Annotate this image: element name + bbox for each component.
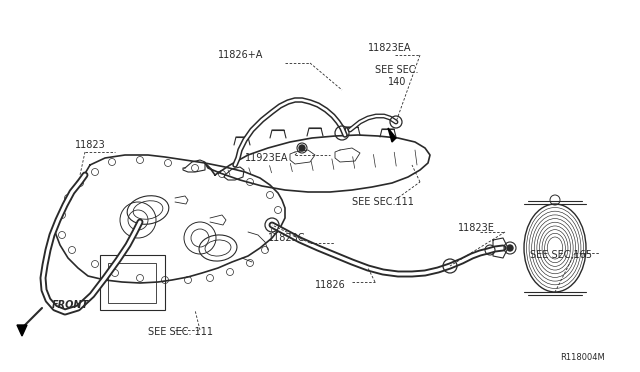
Polygon shape [388, 128, 396, 142]
Text: 140: 140 [388, 77, 406, 87]
Text: 11823EA: 11823EA [368, 43, 412, 53]
Text: FRONT: FRONT [52, 300, 89, 310]
Text: SEE SEC.: SEE SEC. [375, 65, 419, 75]
Circle shape [299, 145, 305, 151]
Text: SEE SEC.111: SEE SEC.111 [352, 197, 414, 207]
Bar [108, 263, 156, 303]
Circle shape [507, 245, 513, 251]
Polygon shape [17, 325, 27, 336]
Polygon shape [205, 135, 430, 192]
Polygon shape [55, 155, 285, 283]
Text: 11826+A: 11826+A [218, 50, 264, 60]
Text: 11923EA: 11923EA [245, 153, 289, 163]
Text: SEE SEC. 111: SEE SEC. 111 [148, 327, 213, 337]
Text: 11826: 11826 [315, 280, 346, 290]
Text: 11823C: 11823C [268, 233, 305, 243]
Text: 11823: 11823 [75, 140, 106, 150]
Text: 11823E: 11823E [458, 223, 495, 233]
Text: SEE SEC.165: SEE SEC.165 [530, 250, 592, 260]
Bar [100, 255, 165, 310]
Polygon shape [493, 238, 508, 258]
Text: R118004M: R118004M [560, 353, 605, 362]
